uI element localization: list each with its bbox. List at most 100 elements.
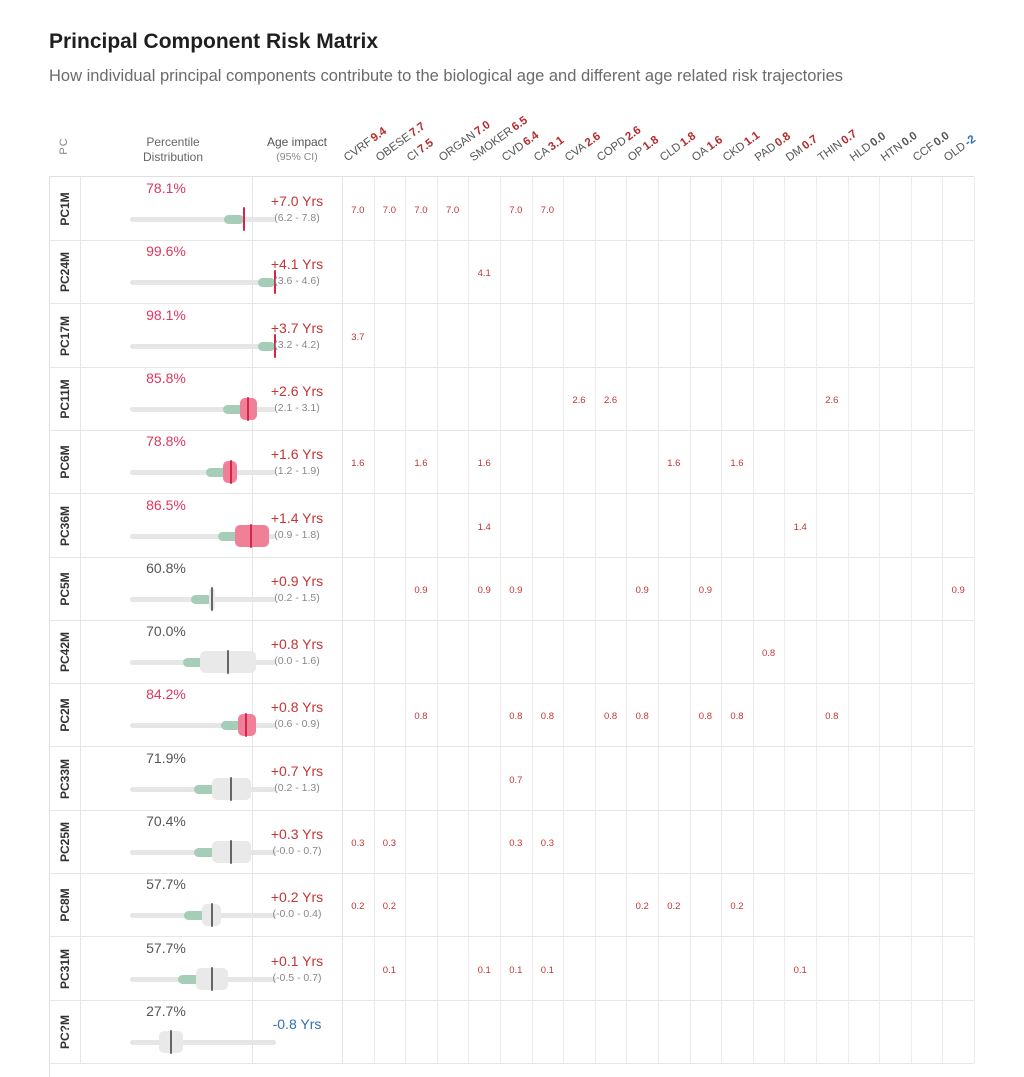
pc-column-header: PC bbox=[58, 137, 70, 155]
risk-cell-cvrf bbox=[342, 936, 375, 1000]
table-row[interactable]: PC8M 57.7% +0.2 Yrs (-0.0 - 0.4) 0.2 0.2 0.2 0.… bbox=[50, 873, 975, 938]
pc-label: PC5M bbox=[58, 572, 72, 606]
risk-cell-oa bbox=[690, 430, 723, 494]
risk-value: 7.0 bbox=[445, 205, 460, 216]
risk-cell-old bbox=[942, 810, 975, 873]
risk-cell-cva bbox=[563, 493, 596, 557]
pc-cell: PC42M bbox=[50, 620, 81, 684]
risk-cell-hld bbox=[848, 810, 881, 873]
risk-cell-cvrf bbox=[342, 620, 375, 684]
risk-column-header-cld: CLD1.8 bbox=[658, 130, 698, 164]
risk-cell-ckd bbox=[721, 746, 754, 810]
risk-cell-old bbox=[942, 177, 975, 240]
risk-cell-oa: 0.8 bbox=[690, 683, 723, 747]
age-impact-cell: +3.7 Yrs (3.2 - 4.2) bbox=[252, 303, 343, 367]
table-row[interactable]: PC1M 78.1% +7.0 Yrs (6.2 - 7.8) 7.0 7.0 7.0 7.0… bbox=[50, 177, 975, 241]
risk-value: 2.6 bbox=[603, 394, 618, 406]
risk-cell-oa bbox=[690, 936, 723, 1000]
distribution-bar bbox=[222, 404, 248, 414]
risk-cell-cva bbox=[563, 303, 596, 367]
risk-cell-ckd bbox=[721, 240, 754, 304]
risk-cell-cld bbox=[658, 746, 691, 810]
risk-cell-cva bbox=[563, 177, 596, 240]
risk-cell-copd bbox=[595, 999, 628, 1063]
risk-cell-cvrf bbox=[342, 556, 375, 620]
risk-cell-op: 0.2 bbox=[626, 873, 659, 937]
pc-label: PC25M bbox=[58, 821, 72, 863]
percentile-distribution-cell: 84.2% bbox=[80, 683, 276, 747]
risk-value: 0.8 bbox=[509, 711, 523, 723]
age-impact-value: +0.8 Yrs bbox=[270, 699, 324, 716]
risk-cell-obese bbox=[374, 430, 407, 494]
age-impact-value: +3.7 Yrs bbox=[270, 319, 324, 336]
risk-cell-old: 0.9 bbox=[942, 556, 975, 620]
risk-cell-organ bbox=[437, 873, 470, 937]
risk-cell-oa bbox=[690, 999, 723, 1063]
risk-cell-copd bbox=[595, 620, 628, 684]
risk-cell-ccf bbox=[911, 177, 944, 240]
risk-cell-obese bbox=[374, 556, 407, 620]
risk-cell-htn bbox=[879, 873, 912, 937]
pc-cell: PC?M bbox=[50, 999, 81, 1063]
risk-value: 0.2 bbox=[667, 901, 681, 913]
risk-cell-smoker bbox=[468, 873, 501, 937]
risk-cell-ci bbox=[405, 999, 438, 1063]
risk-column-name: HLD bbox=[847, 140, 874, 164]
table-row[interactable]: PC2M 84.2% +0.8 Yrs (0.6 - 0.9) 0.8 0.8 0.8 0.8… bbox=[50, 683, 975, 748]
age-impact-cell: +0.1 Yrs (-0.5 - 0.7) bbox=[252, 936, 343, 1000]
risk-cell-ci bbox=[405, 810, 438, 873]
age-impact-ci: (0.9 - 1.8) bbox=[274, 528, 320, 541]
risk-cell-cvd bbox=[500, 430, 533, 494]
risk-cell-cvd: 0.1 bbox=[500, 936, 533, 1000]
risk-cell-dm bbox=[784, 303, 817, 367]
percentile-distribution-cell: 86.5% bbox=[80, 493, 276, 557]
table-row[interactable]: PC33M 71.9% +0.7 Yrs (0.2 - 1.3) 0.7 bbox=[50, 746, 975, 811]
table-row[interactable]: PC5M 60.8% +0.9 Yrs (0.2 - 1.5) 0.9 0.9 0.9 0.9… bbox=[50, 556, 975, 621]
risk-cell-ckd bbox=[721, 177, 754, 240]
table-row[interactable]: PC17M 98.1% +3.7 Yrs (3.2 - 4.2) 3.7 bbox=[50, 303, 975, 368]
percentile-value: 60.8% bbox=[146, 559, 186, 576]
risk-cell-oa: 0.9 bbox=[690, 556, 723, 620]
risk-cell-organ bbox=[437, 810, 470, 873]
age-impact-cell: +0.9 Yrs (0.2 - 1.5) bbox=[252, 556, 343, 620]
table-row[interactable]: PC24M 99.6% +4.1 Yrs (3.6 - 4.6) 4.1 bbox=[50, 240, 975, 305]
risk-cell-dm bbox=[784, 999, 817, 1063]
risk-cell-cvrf bbox=[342, 999, 375, 1063]
percentile-distribution-cell: 70.4% bbox=[80, 810, 276, 873]
risk-cell-cld: 1.6 bbox=[658, 430, 691, 494]
table-row[interactable]: PC6M 78.8% +1.6 Yrs (1.2 - 1.9) 1.6 1.6 1.6 1.6… bbox=[50, 430, 975, 495]
risk-value: 7.0 bbox=[351, 205, 365, 216]
table-row[interactable]: PC42M 70.0% +0.8 Yrs (0.0 - 1.6) 0.8 bbox=[50, 620, 975, 685]
table-row[interactable]: PC11M 85.8% +2.6 Yrs (2.1 - 3.1) 2.6 2.6 2.6 bbox=[50, 366, 975, 431]
risk-value: 0.1 bbox=[382, 964, 396, 976]
table-row[interactable]: PC31M 57.7% +0.1 Yrs (-0.5 - 0.7) 0.1 0.1 0.1 0… bbox=[50, 936, 975, 1001]
risk-cell-oa bbox=[690, 303, 723, 367]
risk-cell-cvrf bbox=[342, 366, 375, 430]
risk-value: 0.8 bbox=[698, 711, 712, 723]
risk-column-name: OA bbox=[689, 144, 711, 164]
risk-cell-thin bbox=[816, 999, 849, 1063]
table-row[interactable]: PC25M 70.4% +0.3 Yrs (-0.0 - 0.7) 0.3 0.3 0.3 0… bbox=[50, 810, 975, 874]
risk-cell-ca bbox=[532, 366, 565, 430]
risk-cell-dm: 0.1 bbox=[784, 936, 817, 1000]
risk-value: 7.0 bbox=[540, 205, 554, 216]
risk-cell-cva: 2.6 bbox=[563, 366, 596, 430]
risk-cell-ccf bbox=[911, 936, 944, 1000]
table-row[interactable]: PC36M 86.5% +1.4 Yrs (0.9 - 1.8) 1.4 1.4 bbox=[50, 493, 975, 558]
risk-cell-cvd bbox=[500, 303, 533, 367]
pc-cell: PC36M bbox=[50, 493, 81, 557]
risk-cell-cld: 0.2 bbox=[658, 873, 691, 937]
percentile-value: 98.1% bbox=[146, 306, 186, 323]
risk-column-name: OLD bbox=[942, 140, 969, 164]
risk-cell-ccf bbox=[911, 810, 944, 873]
risk-cell-hld bbox=[848, 683, 881, 747]
distribution-bar bbox=[224, 215, 244, 224]
table-row[interactable]: PC?M 27.7% -0.8 Yrs bbox=[50, 999, 975, 1064]
percentile-header-line2: Distribution bbox=[142, 150, 204, 164]
risk-value: 0.9 bbox=[951, 584, 965, 596]
pc-label: PC33M bbox=[58, 758, 72, 799]
risk-cell-copd bbox=[595, 746, 628, 810]
risk-cell-pad bbox=[753, 240, 786, 304]
risk-cell-old bbox=[942, 493, 975, 557]
risk-value: 0.7 bbox=[509, 774, 523, 786]
